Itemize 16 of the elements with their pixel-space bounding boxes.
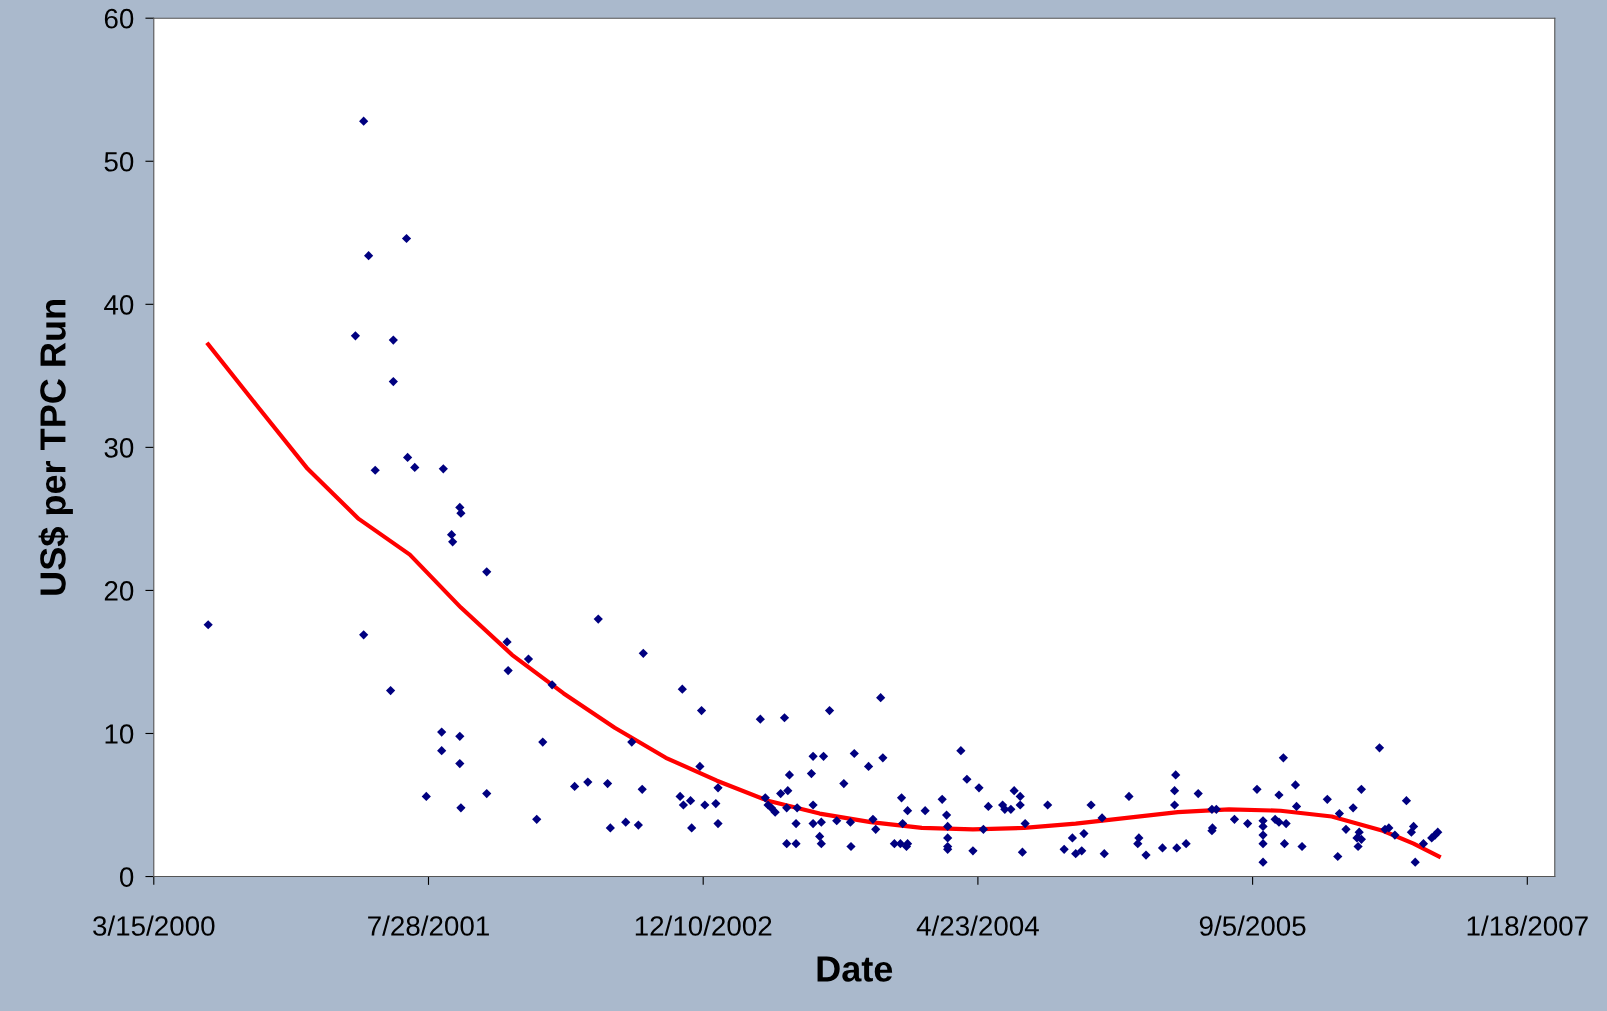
x-tick-label: 3/15/2000: [93, 915, 215, 936]
y-tick-label: 50: [104, 151, 134, 172]
line-series: [206, 342, 1441, 859]
x-axis-title: Date: [817, 956, 893, 982]
y-tick-label: 30: [104, 438, 134, 458]
x-tick-label: 4/23/2004: [916, 915, 1039, 936]
y-tick-label: 60: [104, 8, 134, 29]
y-tick-label: 10: [105, 724, 134, 744]
y-tick-label: 40: [104, 294, 134, 315]
y-tick-label: 0: [119, 867, 134, 887]
x-tick-label: 1/18/2007: [1467, 915, 1588, 936]
y-axis-title: US$ per TPC Run: [38, 300, 73, 595]
x-tick-label: 12/10/2002: [635, 915, 772, 936]
y-tick-label: 20: [104, 581, 134, 601]
x-tick-label: 9/5/2005: [1199, 915, 1306, 936]
x-tick-label: 7/28/2001: [368, 915, 489, 936]
